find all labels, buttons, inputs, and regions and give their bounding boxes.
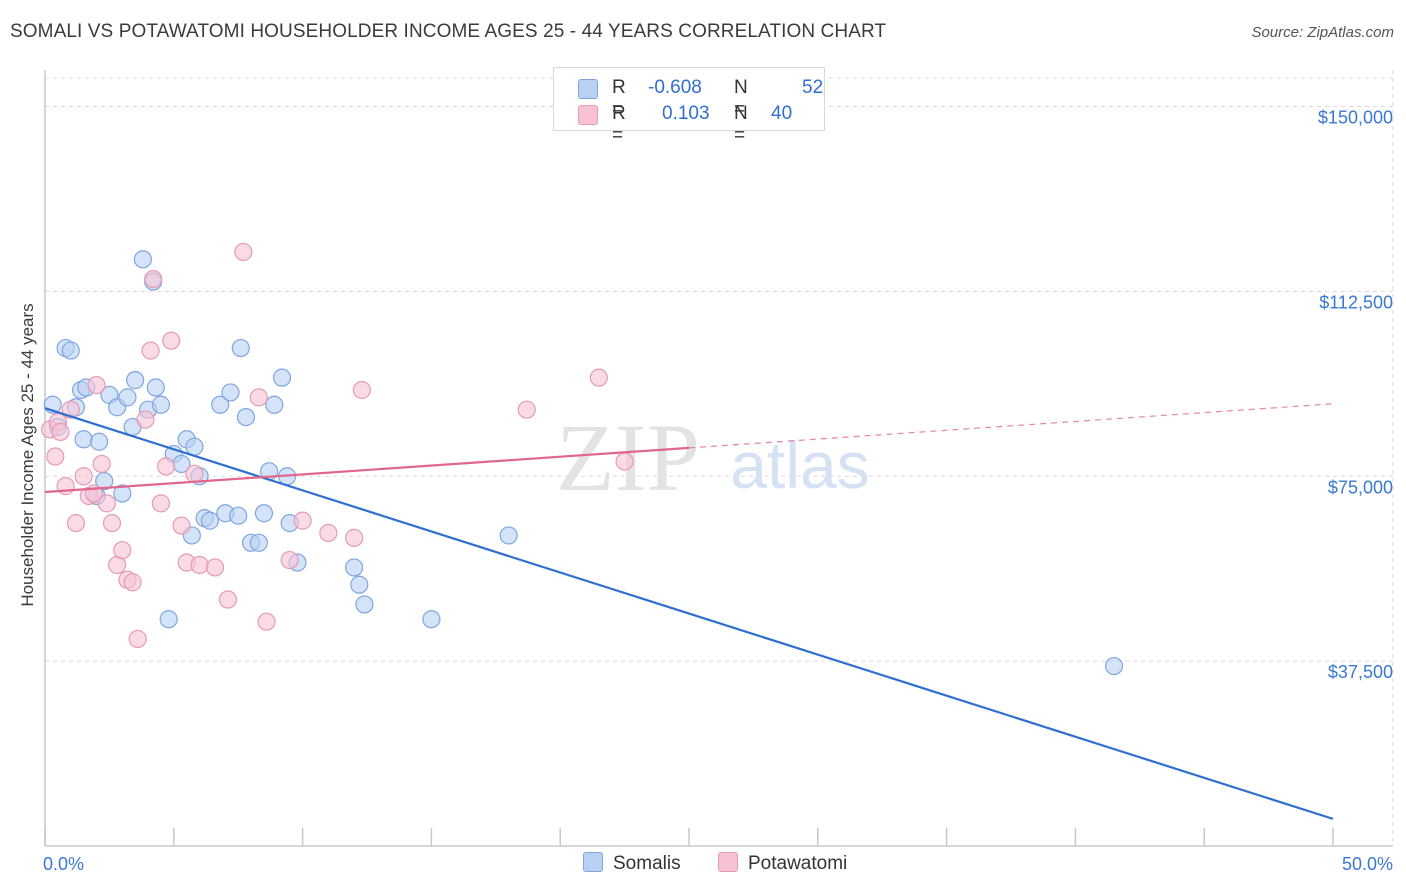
somali-point <box>355 595 374 614</box>
potawatomi-point <box>234 242 253 262</box>
potawatomi-point <box>87 375 106 395</box>
somali-point <box>185 437 204 456</box>
potawatomi-point <box>615 452 634 471</box>
legend-item-somalis: Somalis <box>583 852 681 875</box>
x-tick-label-left: 0.0% <box>43 854 84 874</box>
potawatomi-point <box>113 541 132 560</box>
potawatomi-trend-extension <box>688 403 1334 449</box>
axes <box>44 70 1393 847</box>
potawatomi-point <box>185 464 204 483</box>
somali-point <box>265 395 284 414</box>
trend-lines <box>44 403 1334 820</box>
potawatomi-point <box>144 269 163 289</box>
potawatomi-n-value: 40 <box>771 103 793 124</box>
somali-point <box>1104 656 1124 676</box>
y-tick-label: $112,500 <box>1319 292 1393 312</box>
potawatomi-point <box>46 447 65 466</box>
stats-legend: R = -0.608 N = 52 R = 0.103 N = 40 <box>553 67 825 146</box>
potawatomi-point <box>123 573 142 592</box>
potawatomi-point <box>319 523 338 543</box>
somali-point <box>229 506 248 525</box>
somali-point <box>118 388 137 407</box>
x-tick-label-right: 50.0% <box>1342 854 1393 874</box>
potawatomi-point <box>249 388 268 407</box>
somali-point <box>61 341 80 360</box>
potawatomi-point <box>172 516 191 535</box>
somali-point <box>126 371 145 390</box>
somali-n-value: 52 <box>802 77 824 98</box>
potawatomi-point <box>128 629 147 649</box>
legend-potawatomi-label: Potawatomi <box>748 853 848 874</box>
somali-point <box>221 383 240 402</box>
somali-swatch <box>578 79 598 99</box>
y-axis-label: Householder Income Ages 25 - 44 years <box>18 303 37 607</box>
n-label: N = <box>734 77 748 120</box>
y-tick-label: $75,000 <box>1328 477 1393 497</box>
somali-point <box>422 610 441 629</box>
tick-labels: $37,500 $75,000 $112,500 $150,000 0.0% 50.0% <box>43 108 1393 874</box>
somali-point <box>113 484 132 503</box>
chart-title: SOMALI VS POTAWATOMI HOUSEHOLDER INCOME … <box>10 21 887 42</box>
potawatomi-r-value: 0.103 <box>662 103 710 124</box>
potawatomi-point <box>66 513 86 533</box>
potawatomi-point <box>280 550 299 570</box>
somali-point <box>133 250 152 269</box>
somali-point <box>249 533 268 552</box>
somali-point <box>89 432 109 451</box>
potawatomi-point <box>589 368 608 387</box>
somali-point <box>200 511 219 530</box>
somali-point <box>211 395 230 414</box>
somali-point <box>350 575 369 594</box>
potawatomi-point <box>92 454 111 474</box>
somali-point <box>499 526 518 545</box>
somali-point <box>74 430 93 449</box>
r-label: R = <box>612 77 626 120</box>
potawatomi-point <box>345 528 364 547</box>
potawatomi-point <box>352 380 371 400</box>
source-label: Source: ZipAtlas.com <box>1251 24 1394 41</box>
watermark-atlas: atlas <box>730 428 869 502</box>
somali-point <box>254 504 274 523</box>
watermark: ZIP atlas <box>556 404 870 511</box>
somali-point <box>345 558 364 577</box>
data-points <box>41 242 1124 676</box>
potawatomi-swatch <box>718 852 738 872</box>
y-tick-label: $150,000 <box>1318 108 1393 128</box>
somali-point <box>146 378 165 397</box>
potawatomi-point <box>162 331 181 350</box>
n-label: N = <box>734 103 748 146</box>
somali-point <box>159 610 178 629</box>
potawatomi-point <box>156 457 176 476</box>
potawatomi-point <box>190 555 209 575</box>
potawatomi-point <box>97 494 116 513</box>
potawatomi-trend-line <box>44 446 690 494</box>
potawatomi-swatch <box>578 105 598 125</box>
potawatomi-point <box>218 590 237 609</box>
somali-point <box>272 368 292 387</box>
potawatomi-point <box>205 558 225 577</box>
potawatomi-point <box>293 511 312 530</box>
somali-point <box>95 472 114 491</box>
potawatomi-point <box>257 612 276 631</box>
potawatomi-point <box>74 467 93 486</box>
legend-item-potawatomi: Potawatomi <box>718 852 847 875</box>
potawatomi-point <box>102 513 122 533</box>
potawatomi-point <box>51 422 70 441</box>
potawatomi-point <box>136 410 155 429</box>
r-label: R = <box>612 103 626 146</box>
y-tick-label: $37,500 <box>1328 662 1393 682</box>
somalis-swatch <box>583 852 603 872</box>
legend-somalis-label: Somalis <box>613 853 681 874</box>
somali-point <box>236 407 256 427</box>
somali-point <box>151 395 171 414</box>
potawatomi-point <box>151 494 171 513</box>
potawatomi-point <box>517 400 536 419</box>
potawatomi-point <box>141 341 160 360</box>
somali-point <box>231 338 250 358</box>
gridlines <box>45 70 1394 846</box>
somali-r-value: -0.608 <box>648 77 702 98</box>
